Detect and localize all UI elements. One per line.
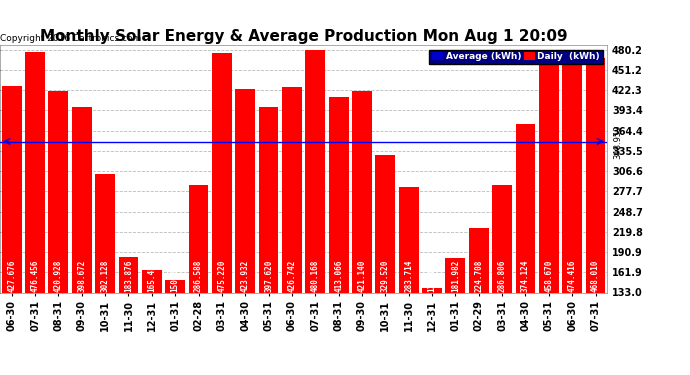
Text: 150.692: 150.692: [170, 260, 179, 292]
Text: 181.982: 181.982: [451, 260, 460, 292]
Bar: [306, 50, 325, 375]
Title: Monthly Solar Energy & Average Production Mon Aug 1 20:09: Monthly Solar Energy & Average Productio…: [40, 29, 567, 44]
Text: 458.670: 458.670: [544, 260, 553, 292]
Text: 397.620: 397.620: [264, 260, 273, 292]
Bar: [586, 58, 605, 375]
Bar: [95, 174, 115, 375]
Bar: [282, 87, 302, 375]
Text: 426.742: 426.742: [288, 260, 297, 292]
Text: 374.124: 374.124: [521, 260, 530, 292]
Text: 224.708: 224.708: [474, 260, 483, 292]
Bar: [212, 53, 232, 375]
Text: 475.220: 475.220: [217, 260, 226, 292]
Text: 286.588: 286.588: [194, 260, 203, 292]
Bar: [25, 53, 45, 375]
Text: 476.456: 476.456: [30, 260, 39, 292]
Text: Copyright 2016 Cartronics.com: Copyright 2016 Cartronics.com: [0, 33, 141, 42]
Text: 165.452: 165.452: [147, 260, 157, 292]
Text: 474.416: 474.416: [568, 260, 577, 292]
Bar: [142, 270, 161, 375]
Bar: [72, 107, 92, 375]
Bar: [422, 288, 442, 375]
Text: 423.932: 423.932: [241, 260, 250, 292]
Bar: [2, 87, 21, 375]
Text: 139.816: 139.816: [428, 260, 437, 292]
Text: 480.168: 480.168: [310, 260, 319, 292]
Bar: [469, 228, 489, 375]
Text: 468.010: 468.010: [591, 260, 600, 292]
Bar: [352, 91, 372, 375]
Bar: [235, 89, 255, 375]
Bar: [48, 91, 68, 375]
Bar: [328, 97, 348, 375]
Legend: Average (kWh), Daily  (kWh): Average (kWh), Daily (kWh): [429, 50, 602, 64]
Bar: [515, 124, 535, 375]
Text: 427.676: 427.676: [7, 260, 16, 292]
Bar: [539, 65, 559, 375]
Text: 348.959: 348.959: [613, 124, 622, 159]
Text: 398.672: 398.672: [77, 260, 86, 292]
Text: 286.806: 286.806: [497, 260, 506, 292]
Bar: [119, 257, 139, 375]
Text: 420.928: 420.928: [54, 260, 63, 292]
Bar: [562, 54, 582, 375]
Bar: [165, 280, 185, 375]
Text: 283.714: 283.714: [404, 260, 413, 292]
Bar: [259, 108, 279, 375]
Bar: [375, 155, 395, 375]
Text: 302.128: 302.128: [101, 260, 110, 292]
Text: 421.140: 421.140: [357, 260, 366, 292]
Bar: [188, 185, 208, 375]
Bar: [446, 258, 465, 375]
Text: 329.520: 329.520: [381, 260, 390, 292]
Bar: [492, 185, 512, 375]
Text: 183.876: 183.876: [124, 260, 133, 292]
Text: 413.066: 413.066: [334, 260, 343, 292]
Bar: [399, 187, 419, 375]
